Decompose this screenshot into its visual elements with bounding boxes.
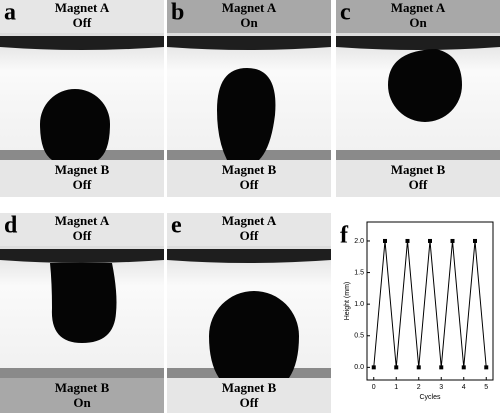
label-state: Off [73,177,92,192]
panel-letter: d [4,213,18,239]
label-name: Magnet A [55,213,110,228]
label-state: Off [73,15,92,30]
panel-letter: a [4,0,16,26]
y-tick-label: 0.0 [354,364,364,371]
y-tick-label: 2.0 [354,238,364,245]
magnet-band [0,249,164,263]
label-state: Off [73,228,92,243]
data-point [461,365,466,370]
magnet-band [167,36,331,50]
label-name: Magnet A [391,0,446,15]
label-box [0,0,164,33]
label-name: Magnet A [222,0,277,15]
x-tick-label: 5 [484,384,488,391]
data-point [484,365,489,370]
droplet-image [0,33,164,160]
label-box [0,160,164,197]
magnet-band [336,36,500,50]
droplet-image [336,33,500,160]
y-axis-label: Height (mm) [344,282,351,321]
x-axis-label: Cycles [419,394,441,401]
label-name: Magnet B [55,162,110,177]
x-tick-label: 3 [439,384,443,391]
y-tick-label: 1.5 [354,269,364,276]
label-name: Magnet A [55,0,110,15]
label-name: Magnet B [55,380,110,395]
label-state: Off [240,177,259,192]
label-box [0,378,164,413]
magnet-band [0,36,164,50]
data-line [373,240,487,368]
label-name: Magnet B [222,380,277,395]
label-box [167,0,331,33]
label-name: Magnet B [391,162,446,177]
label-state: Off [240,395,259,410]
y-tick-label: 1.0 [354,301,364,308]
x-tick-label: 1 [394,384,398,391]
label-box [336,160,500,197]
data-point [428,238,432,243]
plot-frame [366,221,494,381]
label-name: Magnet B [222,162,277,177]
label-box [167,378,331,413]
x-tick-label: 4 [462,384,466,391]
x-tick-label: 0 [372,384,376,391]
data-point [394,365,399,370]
label-state: Off [240,228,259,243]
label-box [0,213,164,246]
x-tick-label: 2 [417,384,421,391]
surface [0,368,164,378]
panel-letter: b [171,0,184,26]
label-state: On [73,395,91,410]
data-point [439,365,444,370]
y-tick-label: 0.5 [354,333,364,340]
droplet [39,88,110,160]
label-box [336,0,500,33]
magnet-band [167,249,331,263]
label-box [167,213,331,246]
data-point [371,365,376,370]
label-state: On [240,15,258,30]
label-state: Off [409,177,428,192]
droplet-image [0,246,164,378]
droplet [209,291,299,378]
data-point [416,365,421,370]
data-point [450,238,455,243]
droplet-image [167,33,331,160]
data-point [473,238,477,243]
panel-letter: e [171,213,182,239]
label-name: Magnet A [222,213,277,228]
data-point [383,238,387,243]
surface [336,150,500,160]
label-state: On [409,15,427,30]
droplet [50,263,117,343]
droplet-image [167,246,331,378]
panel-letter: c [340,0,351,26]
label-box [167,160,331,197]
data-point [405,238,410,243]
droplet [217,68,276,160]
panel-letter: f [340,223,349,249]
droplet [388,49,462,122]
